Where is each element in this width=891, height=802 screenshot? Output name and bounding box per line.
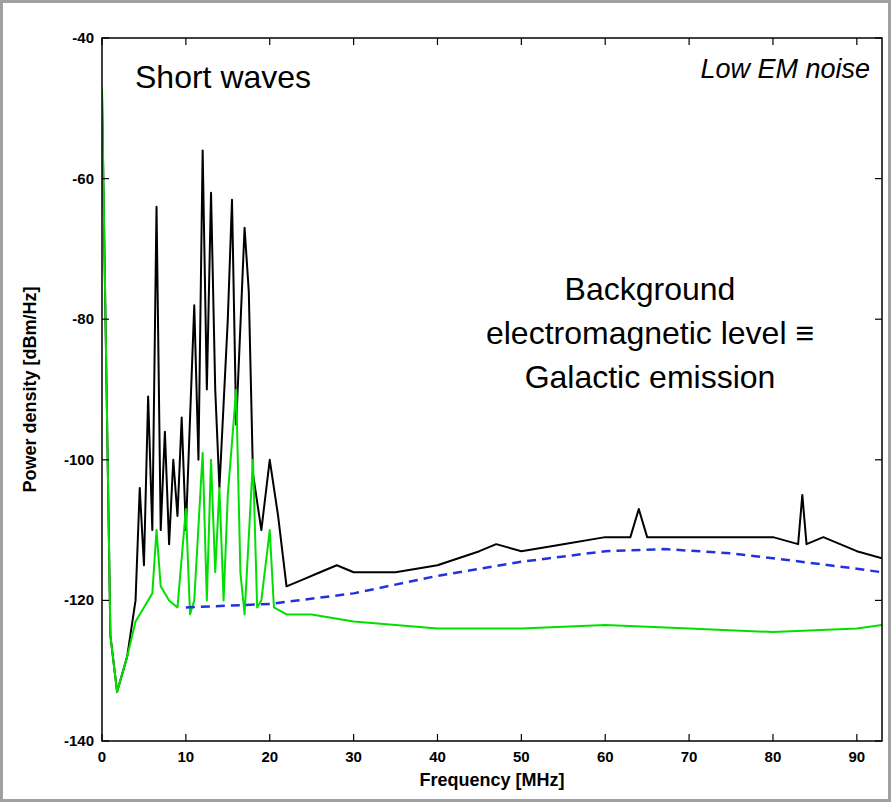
annotation: Short waves: [135, 59, 311, 95]
x-tick-label: 30: [345, 748, 362, 765]
x-tick-label: 80: [765, 748, 782, 765]
x-tick: [605, 38, 606, 45]
series-line: [186, 549, 882, 607]
x-tick-label: 50: [513, 748, 530, 765]
y-axis-title: Power density [dBm/Hz]: [20, 286, 40, 492]
x-tick-label: 0: [98, 748, 106, 765]
y-tick-label: -80: [72, 310, 94, 327]
y-tick: [102, 37, 109, 38]
x-tick: [605, 734, 606, 741]
y-tick-label: -100: [64, 451, 94, 468]
x-axis-title: Frequency [MHz]: [419, 770, 564, 790]
x-tick: [521, 734, 522, 741]
x-tick: [101, 38, 102, 45]
x-tick-label: 60: [597, 748, 614, 765]
annotation: Low EM noise: [700, 54, 870, 84]
y-tick: [875, 740, 882, 741]
y-tick: [875, 178, 882, 179]
x-tick: [688, 734, 689, 741]
x-tick: [772, 38, 773, 45]
x-tick-label: 90: [848, 748, 865, 765]
x-tick: [269, 734, 270, 741]
x-tick-label: 20: [261, 748, 278, 765]
y-tick-label: -140: [64, 732, 94, 749]
y-tick: [875, 600, 882, 601]
x-tick: [185, 38, 186, 45]
x-tick: [772, 734, 773, 741]
x-tick: [856, 38, 857, 45]
chart: 0 10 20 30 40 50 60 70 80 90 -140 -120 -100 -80 -60 -40…: [0, 0, 891, 802]
series-group: [102, 87, 882, 692]
y-tick-label: -120: [64, 591, 94, 608]
x-tick-label: 10: [178, 748, 195, 765]
x-tick: [353, 38, 354, 45]
plot-frame: [102, 38, 882, 741]
x-tick: [856, 734, 857, 741]
x-tick: [185, 734, 186, 741]
y-tick: [102, 178, 109, 179]
x-tick: [101, 734, 102, 741]
y-tick: [102, 459, 109, 460]
x-tick-label: 70: [681, 748, 698, 765]
annotation: Backgroundelectromagnetic level ≡Galacti…: [486, 271, 814, 395]
y-tick: [102, 319, 109, 320]
x-tick: [521, 38, 522, 45]
y-tick: [102, 600, 109, 601]
series-line: [102, 87, 882, 692]
y-tick-label: -40: [72, 29, 94, 46]
x-tick: [437, 38, 438, 45]
y-tick: [102, 740, 109, 741]
y-tick-label: -60: [72, 170, 94, 187]
x-tick: [688, 38, 689, 45]
y-tick: [875, 459, 882, 460]
plot-area: [102, 38, 882, 741]
y-tick: [875, 37, 882, 38]
series-line: [102, 94, 882, 692]
x-tick: [437, 734, 438, 741]
panel-border: [2, 2, 890, 801]
x-tick: [269, 38, 270, 45]
x-tick: [353, 734, 354, 741]
x-tick-label: 40: [429, 748, 446, 765]
y-tick: [875, 319, 882, 320]
